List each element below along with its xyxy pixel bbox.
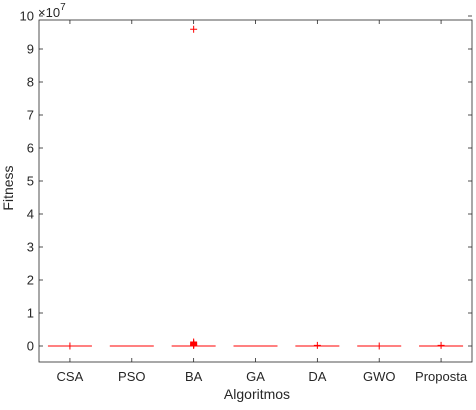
y-tick-label: 4 [27,207,34,222]
y-tick-label: 6 [27,141,34,156]
outlier-marker-da [313,341,321,349]
plot-frame [38,19,473,363]
outlier-marker-gwo [375,342,383,350]
outlier-marker-ba [190,25,198,33]
y-axis-label: Fitness [0,165,16,210]
x-tick-label: GA [246,369,265,384]
y-tick-label: 3 [27,240,34,255]
x-tick-label: Proposta [415,369,468,384]
y-exponent-label: ×107 [38,2,66,20]
y-exponent-base: ×10 [38,5,60,20]
y-tick-label: 10 [20,9,34,24]
outlier-marker-proposta [437,341,445,349]
y-tick-label: 8 [27,75,34,90]
outlier-marker-ba [190,341,198,349]
y-tick-label: 9 [27,42,34,57]
marks [47,25,464,350]
y-tick-label: 5 [27,174,34,189]
y-tick-label: 2 [27,273,34,288]
y-tick-label: 0 [27,339,34,354]
x-axis-label: Algoritmos [224,386,290,402]
x-tick-label: CSA [57,369,84,384]
outlier-marker-csa [66,342,74,350]
y-tick-label: 1 [27,306,34,321]
x-tick-label: DA [308,369,326,384]
x-tick-label: BA [185,369,203,384]
y-exponent-power: 7 [60,2,66,13]
ticks: 0 1 2 3 4 5 6 7 8 9 10 CSA PSO BA GA DA GWO Proposta [20,9,472,384]
axes [38,19,473,363]
y-tick-label: 7 [27,108,34,123]
x-tick-label: GWO [363,369,396,384]
x-tick-label: PSO [118,369,145,384]
